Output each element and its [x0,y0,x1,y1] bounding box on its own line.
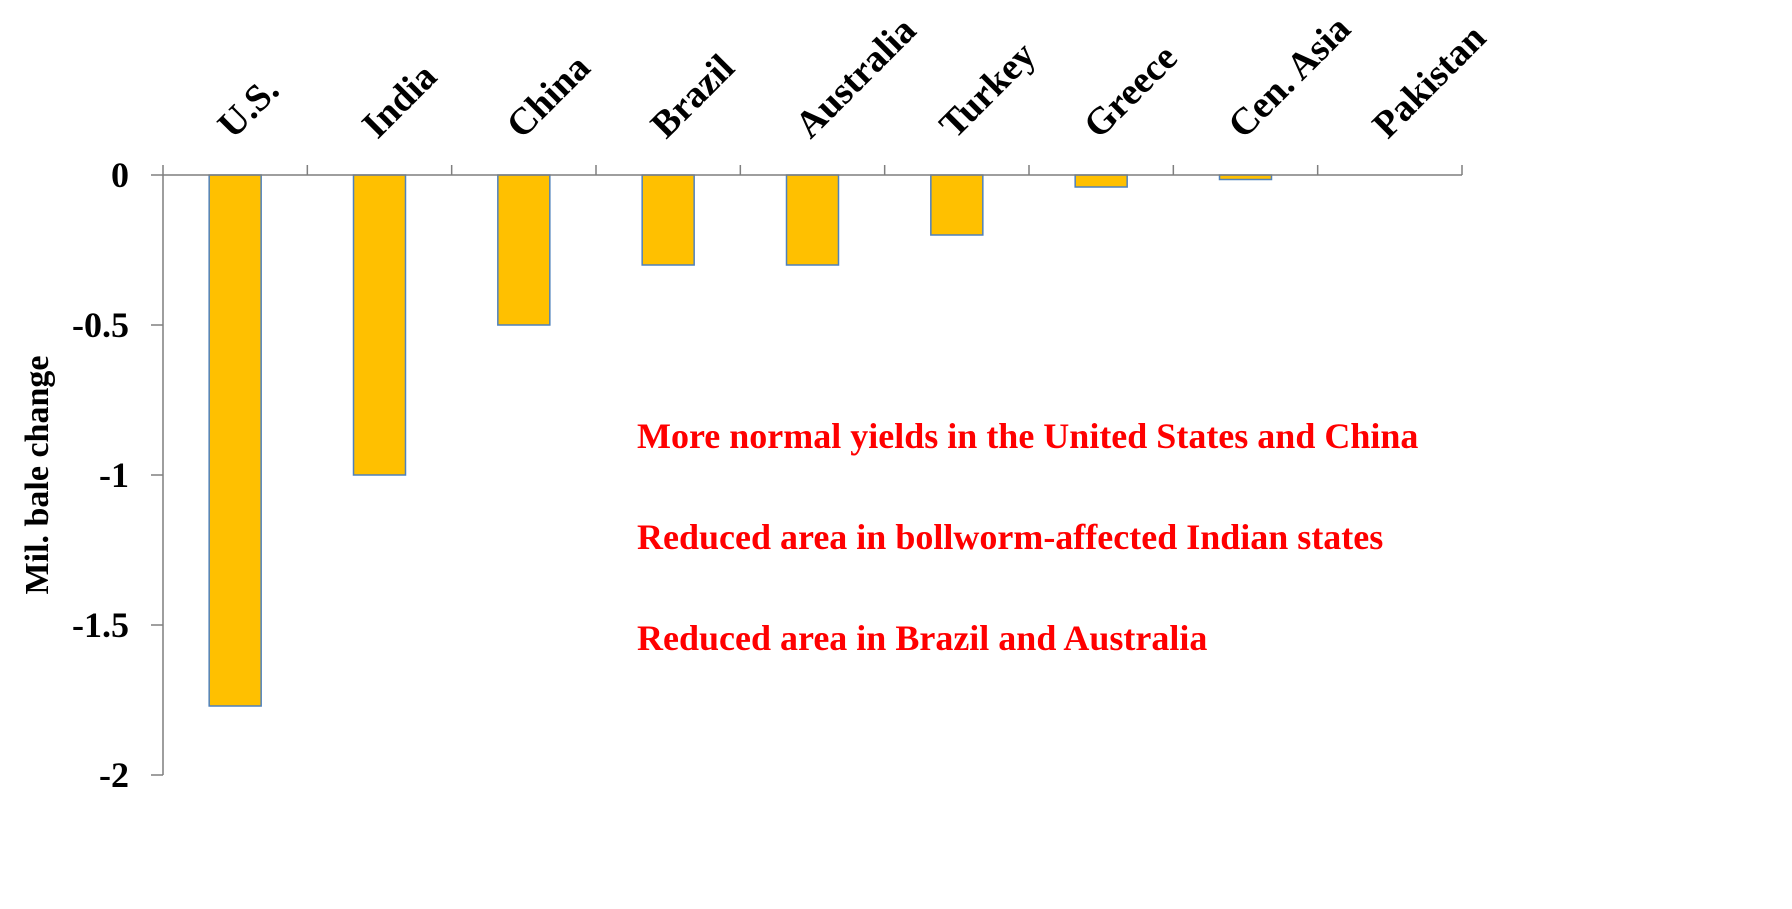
x-category-label: India [354,55,445,146]
y-tick-label: -1 [99,455,129,495]
x-category-label: China [498,46,598,146]
annotation-text-2: Reduced area in bollworm-affected Indian… [637,517,1383,557]
x-category-label: Brazil [643,47,743,147]
ticks-layer [151,165,1463,776]
bar-greece [1074,174,1128,188]
annotation-text-1: More normal yields in the United States … [637,416,1418,456]
x-category-label: Turkey [931,34,1043,146]
x-category-label: Pakistan [1364,17,1494,147]
y-axis-title: Mil. bale change [19,356,56,595]
bar-china [497,174,551,326]
y-tick-label: 0 [111,155,129,195]
annotations-layer: More normal yields in the United States … [637,416,1418,658]
labels-layer: 0 -0.5 -1 -1.5 -2 U.S. India China Brazil Austral… [72,8,1494,795]
y-tick-label: -0.5 [72,305,129,345]
bar-australia [785,174,840,266]
x-category-label: Cen. Asia [1220,8,1359,147]
y-tick-label: -2 [99,755,129,795]
x-category-label: Australia [787,9,924,146]
bar-india [352,174,407,476]
bar-u-s [208,174,262,707]
annotation-text-3: Reduced area in Brazil and Australia [637,618,1207,658]
y-tick-label: -1.5 [72,605,129,645]
bar-brazil [641,174,695,266]
x-category-label: Greece [1076,37,1186,147]
bar-turkey [930,174,984,236]
x-category-label: U.S. [210,69,287,146]
